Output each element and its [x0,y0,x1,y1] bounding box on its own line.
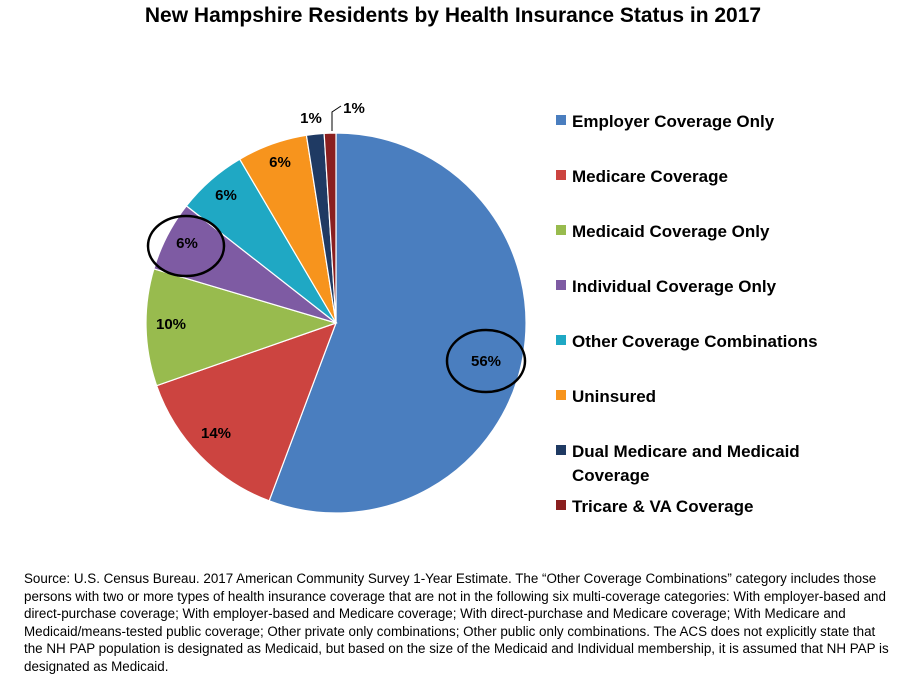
legend-item-8: Tricare & VA Coverage [556,495,822,519]
highlight-circle-56 [445,328,527,394]
legend-item-6: Uninsured [556,385,822,409]
slice-label-8: 1% [343,100,365,117]
legend-swatch [556,115,566,125]
legend-label: Dual Medicare and Medicaid Coverage [572,442,800,485]
pie-chart: 56% 14% 10% 6% 6% 6% 1% 1% [145,100,527,514]
legend-swatch [556,170,566,180]
chart-title: New Hampshire Residents by Health Insura… [144,4,762,27]
pie-slice-3 [145,268,338,387]
legend-item-2: Medicare Coverage [556,165,822,189]
leader-line [331,105,342,131]
legend-item-5: Other Coverage Combinations [556,330,822,354]
legend-item-3: Medicaid Coverage Only [556,220,822,244]
legend-label: Medicaid Coverage Only [572,222,770,241]
legend-swatch [556,390,566,400]
legend-swatch [556,335,566,345]
legend-swatch [556,280,566,290]
legend-swatch [556,445,566,455]
legend-label: Individual Coverage Only [572,277,777,296]
slice-label-1: 56% [471,353,501,370]
legend-label: Other Coverage Combinations [572,332,818,351]
legend-swatch [556,500,566,510]
legend-label: Medicare Coverage [572,167,728,186]
legend-swatch [556,225,566,235]
pie-slice-8 [323,132,337,324]
legend-item-1: Employer Coverage Only [556,110,822,134]
pie-slice-1 [268,132,527,514]
slice-label-4: 6% [176,235,198,252]
pie-slice-2 [155,322,338,502]
legend-label: Tricare & VA Coverage [572,497,754,516]
slice-label-3: 10% [156,316,186,333]
highlight-circle-6 [146,214,226,278]
slice-label-6: 6% [269,154,291,171]
slice-label-5: 6% [215,187,237,204]
slice-label-7: 1% [300,110,322,127]
legend-item-4: Individual Coverage Only [556,275,822,299]
source-note: Source: U.S. Census Bureau. 2017 America… [24,571,889,674]
slice-label-2: 14% [201,425,231,442]
legend-label: Employer Coverage Only [572,112,775,131]
legend-label: Uninsured [572,387,657,406]
legend-item-7: Dual Medicare and Medicaid Coverage [556,440,822,488]
